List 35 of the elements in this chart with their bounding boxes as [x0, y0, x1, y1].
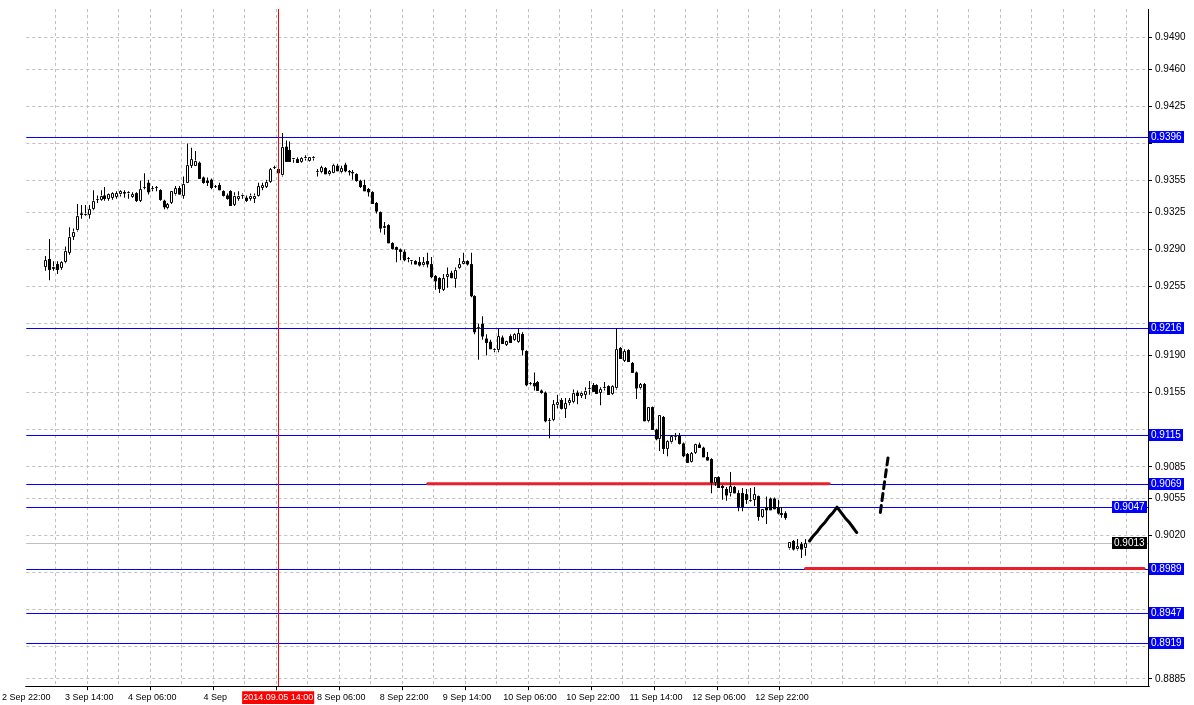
ref-line-label: 0.9069 [1151, 478, 1183, 490]
y-tick-label: 0.9290 [1155, 243, 1187, 255]
x-tick-label: 9 Sep 14:00 [442, 692, 492, 703]
x-tick-label: 8 Sep 22:00 [379, 692, 429, 703]
ref-line-label: 0.9115 [1151, 429, 1182, 441]
x-tick-label: 10 Sep 22:00 [566, 692, 620, 703]
y-tick-label: 0.9425 [1155, 100, 1187, 112]
x-tick-label: 12 Sep 06:00 [692, 692, 746, 703]
y-tick-label: 0.9055 [1155, 492, 1187, 504]
y-tick-label: 0.9460 [1155, 63, 1187, 75]
x-tick-label: 4 Sep [203, 692, 227, 703]
x-tick-label: 4 Sep 06:00 [127, 692, 177, 703]
ref-line-label: 0.9047 [1114, 501, 1146, 513]
y-tick-label: 0.8885 [1155, 672, 1187, 684]
ref-line-label: 0.9013 [1114, 537, 1146, 549]
x-tick-label: 2014.09.05 14:00 [243, 692, 314, 703]
x-tick-label: 12 Sep 22:00 [755, 692, 809, 703]
ref-line-label: 0.8919 [1151, 637, 1183, 649]
y-tick-label: 0.9155 [1155, 386, 1187, 398]
ref-line-label: 0.8989 [1151, 563, 1183, 575]
y-tick-label: 0.9325 [1155, 206, 1187, 218]
ref-line-label: 0.9396 [1151, 131, 1183, 143]
y-tick-label: 0.9190 [1155, 349, 1187, 361]
y-tick-label: 0.9020 [1155, 529, 1187, 541]
x-tick-label: 8 Sep 06:00 [316, 692, 366, 703]
ref-line-label: 0.9216 [1151, 322, 1183, 334]
x-tick-label: 10 Sep 06:00 [503, 692, 557, 703]
x-tick-label: 3 Sep 14:00 [64, 692, 114, 703]
y-tick-label: 0.9085 [1155, 460, 1187, 472]
y-tick-label: 0.9355 [1155, 174, 1187, 186]
x-tick-label: 2 Sep 22:00 [2, 692, 51, 703]
x-tick-label: 11 Sep 14:00 [629, 692, 683, 703]
ref-line-label: 0.8947 [1151, 607, 1183, 619]
y-tick-label: 0.9490 [1155, 31, 1187, 43]
y-tick-label: 0.9255 [1155, 280, 1187, 292]
